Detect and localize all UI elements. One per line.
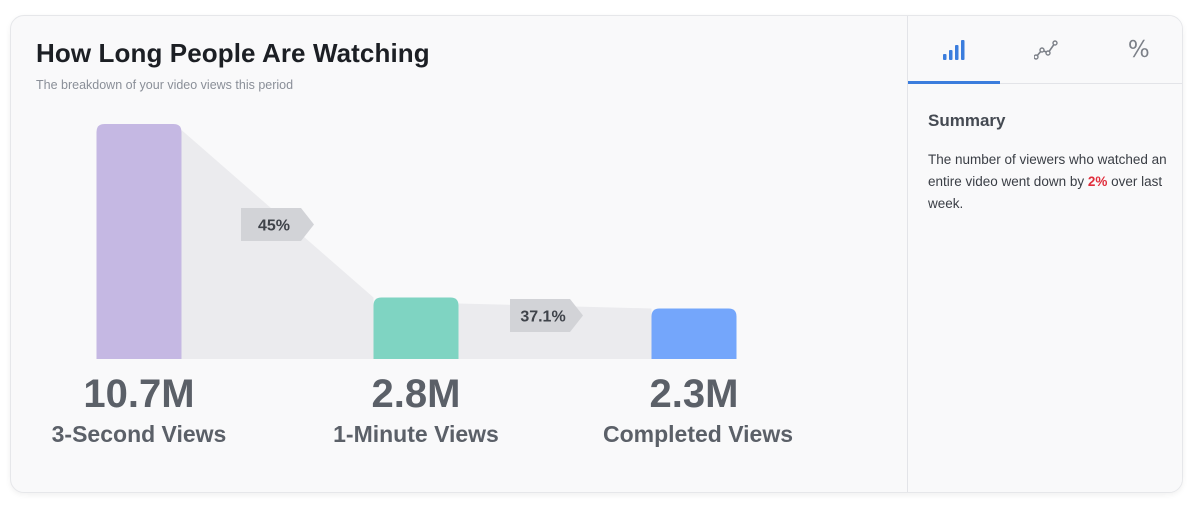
label-1-minute-views: 1-Minute Views [333,421,499,447]
summary-sidebar: % Summary The number of viewers who watc… [907,16,1182,492]
line-chart-icon [1034,39,1059,60]
funnel-connector-1 [181,130,374,359]
funnel-bar-2 [373,297,459,359]
drop-tag-1 [241,208,314,241]
label-3-second-views: 3-Second Views [51,421,227,447]
chart-title: How Long People Are Watching [36,38,430,68]
chart-card: How Long People Are Watching The breakdo… [10,15,1183,493]
value-3-second-views: 10.7M [83,372,195,416]
chart-subtitle: The breakdown of your video views this p… [36,78,294,92]
tab-percent[interactable]: % [1093,16,1182,83]
tab-bar-chart[interactable] [908,16,1001,84]
funnel-chart: 45% 37.1% [96,124,737,359]
funnel-bar-3 [651,308,737,359]
tab-line-chart[interactable] [1000,16,1092,83]
drop-label-2: 37.1% [520,309,565,326]
summary-text-pre: The number of viewers who watched an ent… [928,152,1167,189]
summary-title: Summary [928,111,1006,130]
summary-text-post: over last week. [928,174,1163,211]
funnel-bar-1 [96,124,182,359]
view-tabs: % [908,16,1182,84]
summary-text: The number of viewers who watched an ent… [928,149,1173,215]
drop-tag-2 [510,299,583,332]
chart-panel: How Long People Are Watching The breakdo… [11,16,907,492]
summary-highlight: 2% [1087,174,1108,189]
drop-label-1: 45% [258,218,290,235]
percent-icon: % [1127,36,1150,63]
value-1-minute-views: 2.8M [371,372,461,416]
bar-chart-icon [943,39,965,60]
label-completed-views: Completed Views [602,421,794,447]
value-completed-views: 2.3M [649,372,739,416]
